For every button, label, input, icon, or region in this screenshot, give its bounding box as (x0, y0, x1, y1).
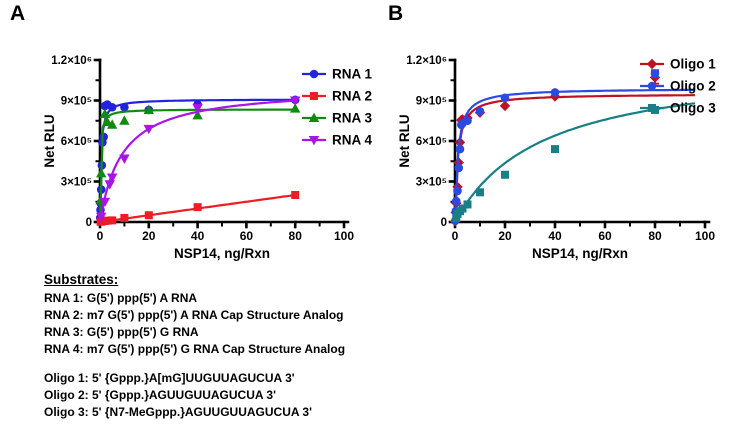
series-oligo-2 (450, 69, 695, 225)
svg-text:Oligo 3: Oligo 3 (670, 101, 716, 116)
series-rna-2 (96, 191, 300, 226)
x-axis-label: NSP14, ng/Rxn (174, 246, 270, 261)
svg-text:RNA 3: RNA 3 (332, 111, 372, 126)
axes (93, 58, 350, 229)
svg-text:9×10⁵: 9×10⁵ (416, 96, 447, 108)
legend-item-rna-2: RNA 2 (302, 89, 372, 104)
y-axis-label: Net RLU (42, 114, 57, 167)
substrate-line-rna1: RNA 1: G(5') ppp(5') A RNA (44, 291, 198, 305)
svg-text:1.2×10⁶: 1.2×10⁶ (51, 55, 92, 67)
legend-item-oligo-2: Oligo 2 (640, 79, 716, 94)
svg-text:3×10⁵: 3×10⁵ (61, 177, 92, 189)
svg-text:6×10⁵: 6×10⁵ (416, 136, 447, 148)
svg-text:Oligo 2: Oligo 2 (670, 79, 716, 94)
series-oligo-3 (452, 102, 696, 223)
tick-labels: 0 20 40 60 80 100 0 3×10⁵ 6×10⁵ 9×10⁵ 1.2×10⁶ (406, 55, 715, 243)
legend: Oligo 1 Oligo 2 Oligo 3 (640, 57, 716, 116)
substrate-line-oligo2: Oligo 2: 5' {Gppp.}AGUUGUUAGUCUA 3' (44, 388, 276, 402)
legend: RNA 1 RNA 2 RNA 3 RNA 4 (302, 67, 372, 148)
svg-text:RNA 2: RNA 2 (332, 89, 372, 104)
svg-text:RNA 4: RNA 4 (332, 133, 372, 148)
svg-text:60: 60 (598, 229, 612, 243)
svg-text:40: 40 (548, 229, 562, 243)
svg-text:80: 80 (289, 229, 303, 243)
svg-text:100: 100 (695, 229, 715, 243)
legend-item-rna-3: RNA 3 (302, 111, 372, 126)
legend-item-rna-1: RNA 1 (302, 67, 372, 82)
legend-item-oligo-1: Oligo 1 (640, 57, 716, 72)
svg-text:0: 0 (86, 217, 92, 229)
svg-text:100: 100 (334, 229, 354, 243)
chart-panel-A: 0 20 40 60 80 100 0 3×10⁵ 6×10⁵ 9×10⁵ 1.2×10⁶ NSP14… (36, 36, 382, 284)
axes (448, 58, 711, 229)
panel-a-label: A (10, 2, 26, 25)
y-axis-label: Net RLU (397, 114, 412, 167)
substrate-line-oligo3: Oligo 3: 5' {N7-MeGppp.}AGUUGUUAGUCUA 3' (44, 405, 312, 419)
x-axis-label: NSP14, ng/Rxn (532, 246, 628, 261)
svg-text:60: 60 (240, 229, 254, 243)
svg-text:Oligo 1: Oligo 1 (670, 57, 716, 72)
series-rna-4 (96, 96, 301, 223)
panel-b-label: B (388, 2, 404, 25)
svg-text:9×10⁵: 9×10⁵ (61, 96, 92, 108)
svg-text:0: 0 (441, 217, 447, 229)
substrates-title: Substrates: (44, 272, 119, 287)
svg-text:3×10⁵: 3×10⁵ (416, 177, 447, 189)
svg-text:6×10⁵: 6×10⁵ (61, 136, 92, 148)
substrates-block: Substrates: RNA 1: G(5') ppp(5') A RNA R… (44, 272, 345, 421)
substrate-line-oligo1: Oligo 1: 5' {Gppp.}A[mG]UUGUUAGUCUA 3' (44, 371, 295, 385)
legend-item-oligo-3: Oligo 3 (640, 101, 716, 116)
svg-text:0: 0 (452, 229, 459, 243)
svg-text:40: 40 (191, 229, 205, 243)
svg-text:20: 20 (498, 229, 512, 243)
substrate-line-rna2: RNA 2: m7 G(5') ppp(5') A RNA Cap Struct… (44, 308, 344, 322)
svg-text:0: 0 (97, 229, 104, 243)
chart-svg-A: 0 20 40 60 80 100 0 3×10⁵ 6×10⁵ 9×10⁵ 1.2×10⁶ NSP14… (42, 55, 372, 261)
substrate-line-rna4: RNA 4: m7 G(5') ppp(5') G RNA Cap Struct… (44, 342, 346, 356)
svg-text:RNA 1: RNA 1 (332, 67, 372, 82)
svg-text:20: 20 (142, 229, 156, 243)
chart-panel-B: 0 20 40 60 80 100 0 3×10⁵ 6×10⁵ 9×10⁵ 1.2×10⁶ NSP14… (388, 36, 750, 284)
series-oligo-1 (450, 70, 695, 227)
legend-item-rna-4: RNA 4 (302, 133, 372, 148)
chart-svg-B: 0 20 40 60 80 100 0 3×10⁵ 6×10⁵ 9×10⁵ 1.2×10⁶ NSP14… (397, 55, 716, 261)
oligo-lines-group: Oligo 1: 5' {Gppp.}A[mG]UUGUUAGUCUA 3' O… (44, 370, 345, 421)
tick-labels: 0 20 40 60 80 100 0 3×10⁵ 6×10⁵ 9×10⁵ 1.2×10⁶ (51, 55, 354, 243)
svg-text:1.2×10⁶: 1.2×10⁶ (406, 55, 447, 67)
substrate-line-rna3: RNA 3: G(5') ppp(5') G RNA (44, 325, 199, 339)
svg-text:80: 80 (648, 229, 662, 243)
